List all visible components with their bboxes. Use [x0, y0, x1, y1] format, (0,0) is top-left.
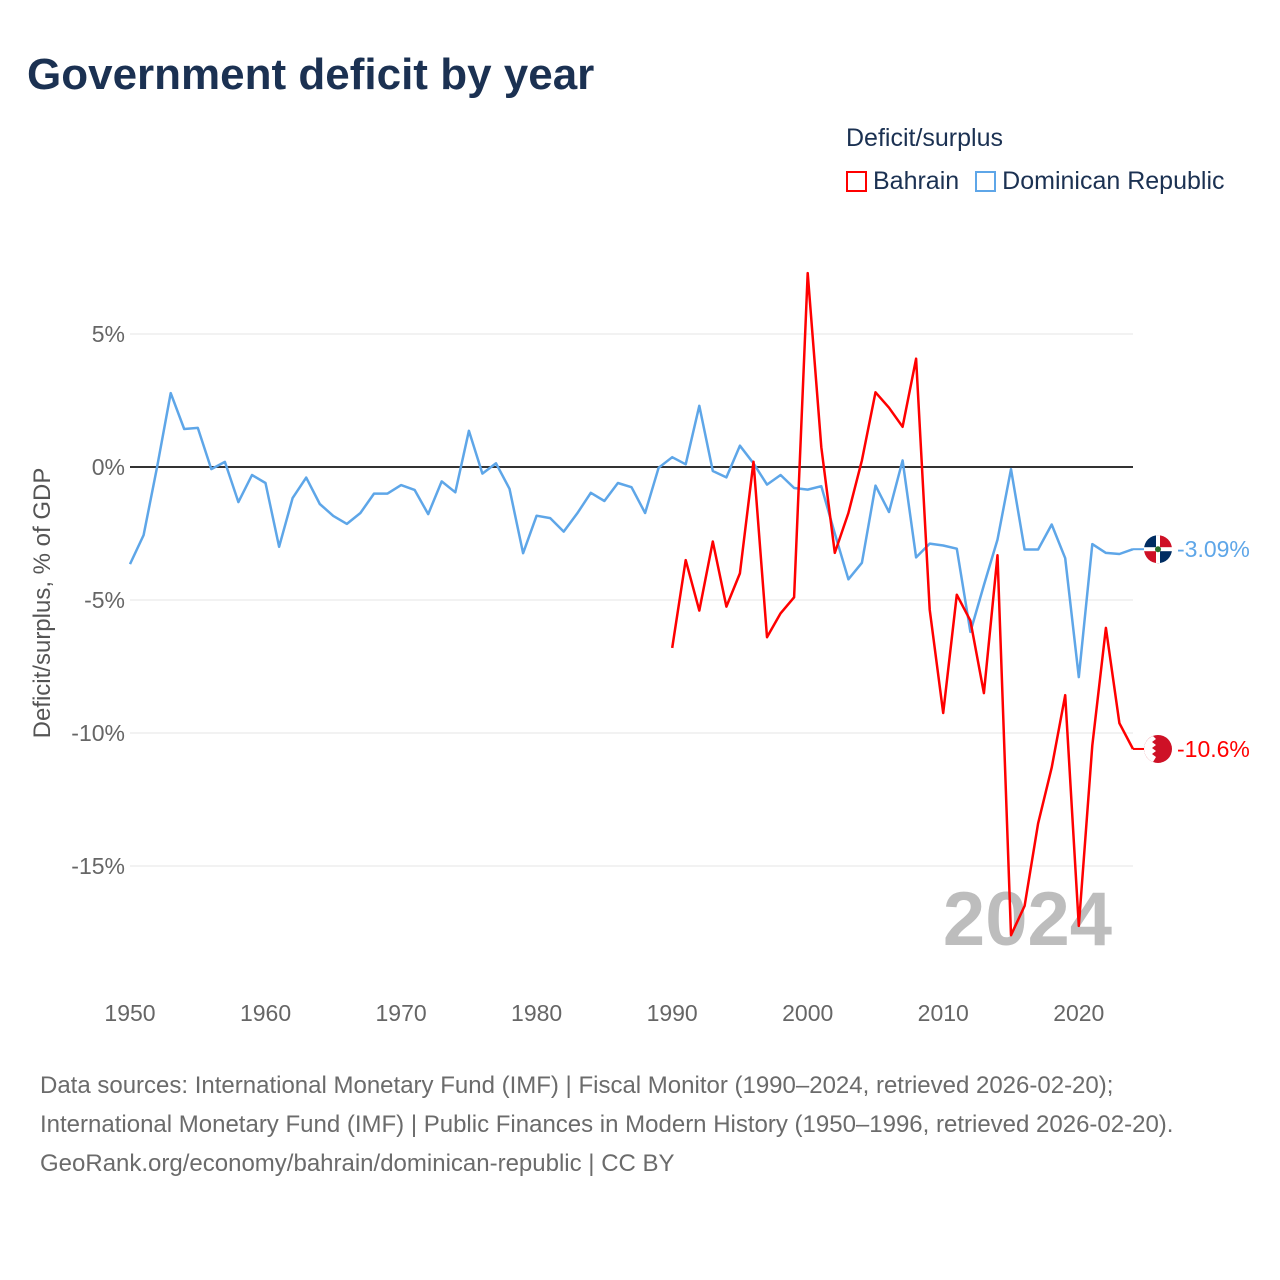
end-value-label-dominican-republic: -3.09% — [1177, 536, 1250, 562]
x-tick-label: 1990 — [647, 1000, 698, 1026]
x-tick-label: 2020 — [1053, 1000, 1104, 1026]
legend-label: Dominican Republic — [1002, 167, 1225, 195]
credit-link[interactable]: GeoRank.org/economy/bahrain/dominican-re… — [40, 1150, 675, 1177]
legend-item-dominican-republic[interactable]: Dominican Republic — [975, 167, 1225, 196]
series-line-dominican-republic[interactable] — [128, 391, 1134, 679]
legend-item-bahrain[interactable]: Bahrain — [846, 167, 959, 196]
x-tick-label: 1960 — [240, 1000, 291, 1026]
end-value-label-bahrain: -10.6% — [1177, 736, 1250, 762]
y-tick-label: -10% — [71, 720, 125, 746]
x-tick-label: 1980 — [511, 1000, 562, 1026]
y-tick-label: -15% — [71, 853, 125, 879]
series-line-bahrain[interactable] — [670, 271, 1135, 937]
legend-label: Bahrain — [873, 167, 960, 195]
legend-swatch-dominican-republic — [975, 171, 997, 192]
legend: Deficit/surplus Bahrain Dominican Republ… — [846, 124, 1225, 196]
data-sources: Data sources: International Monetary Fun… — [40, 1072, 1174, 1138]
y-tick-label: 0% — [92, 454, 125, 480]
x-tick-label: 2010 — [918, 1000, 969, 1026]
y-tick-label: 5% — [92, 321, 125, 347]
footer: Data sources: International Monetary Fun… — [40, 1066, 1240, 1183]
y-axis-label: Deficit/surplus, % of GDP — [29, 468, 56, 739]
x-tick-label: 1950 — [104, 1000, 155, 1026]
x-tick-label: 2000 — [782, 1000, 833, 1026]
legend-swatch-bahrain — [846, 171, 867, 192]
flag-icon-bahrain — [1144, 734, 1172, 763]
legend-title: Deficit/surplus — [846, 124, 1003, 152]
chart-title: Government deficit by year — [27, 50, 595, 99]
y-tick-label: -5% — [84, 587, 125, 613]
x-tick-label: 1970 — [375, 1000, 426, 1026]
flag-icon-dominican-republic — [1144, 535, 1172, 564]
